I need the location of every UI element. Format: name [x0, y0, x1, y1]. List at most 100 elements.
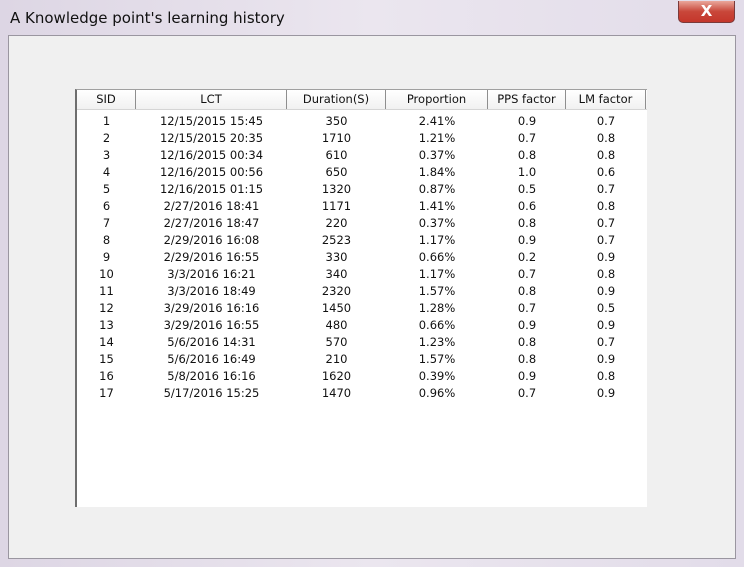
table-cell: 0.96%: [418, 386, 456, 400]
table-cell: 1.41%: [418, 199, 456, 213]
history-table[interactable]: SID LCT Duration(S) Proportion PPS factor LM …: [75, 89, 647, 507]
table-cell: 9: [102, 250, 111, 264]
table-row[interactable]: 8 2/29/2016 16:08 2523 1.17% 0.9 0.7: [77, 232, 647, 249]
table-cell: 5/6/2016 14:31: [167, 335, 256, 349]
table-cell: 1710: [321, 131, 352, 145]
table-cell: 0.9: [517, 233, 537, 247]
table-cell: 0.7: [596, 182, 616, 196]
table-cell: 1620: [321, 369, 352, 383]
table-row[interactable]: 12 3/29/2016 16:16 1450 1.28% 0.7 0.5: [77, 300, 647, 317]
table-cell: 1470: [321, 386, 352, 400]
table-cell: 0.2: [517, 250, 537, 264]
table-row[interactable]: 9 2/29/2016 16:55 330 0.66% 0.2 0.9: [77, 249, 647, 266]
table-cell: 330: [325, 250, 348, 264]
table-cell: 3/3/2016 18:49: [167, 284, 256, 298]
table-cell: 1.23%: [418, 335, 456, 349]
table-cell: 1.17%: [418, 267, 456, 281]
table-cell: 0.7: [596, 114, 616, 128]
table-cell: 1.21%: [418, 131, 456, 145]
table-cell: 12/16/2015 00:56: [159, 165, 264, 179]
table-cell: 0.5: [596, 301, 616, 315]
table-row[interactable]: 13 3/29/2016 16:55 480 0.66% 0.9 0.9: [77, 317, 647, 334]
table-row[interactable]: 4 12/16/2015 00:56 650 1.84% 1.0 0.6: [77, 164, 647, 181]
table-cell: 0.9: [596, 250, 616, 264]
table-cell: 15: [99, 352, 114, 366]
table-cell: 210: [325, 352, 348, 366]
table-cell: 0.9: [517, 114, 537, 128]
table-cell: 220: [325, 216, 348, 230]
column-header[interactable]: Proportion: [386, 90, 488, 109]
table-cell: 0.8: [596, 267, 616, 281]
table-cell: 2/27/2016 18:47: [163, 216, 260, 230]
table-cell: 2.41%: [418, 114, 456, 128]
table-cell: 0.7: [517, 267, 537, 281]
table-cell: 0.6: [596, 165, 616, 179]
table-cell: 0.7: [596, 335, 616, 349]
table-row[interactable]: 15 5/6/2016 16:49 210 1.57% 0.8 0.9: [77, 351, 647, 368]
table-cell: 2/29/2016 16:55: [163, 250, 260, 264]
table-cell: 0.8: [517, 216, 537, 230]
table-cell: 4: [102, 165, 111, 179]
table-cell: 10: [99, 267, 114, 281]
table-cell: 3: [102, 148, 111, 162]
table-row[interactable]: 2 12/15/2015 20:35 1710 1.21% 0.7 0.8: [77, 130, 647, 147]
table-row[interactable]: 10 3/3/2016 16:21 340 1.17% 0.7 0.8: [77, 266, 647, 283]
column-header[interactable]: Duration(S): [287, 90, 386, 109]
table-cell: 5/6/2016 16:49: [167, 352, 256, 366]
table-cell: 2/29/2016 16:08: [163, 233, 260, 247]
table-cell: 1.84%: [418, 165, 456, 179]
close-icon: X: [700, 2, 713, 20]
table-cell: 0.8: [517, 352, 537, 366]
column-header[interactable]: SID: [77, 90, 136, 109]
table-cell: 0.9: [517, 318, 537, 332]
table-row[interactable]: 16 5/8/2016 16:16 1620 0.39% 0.9 0.8: [77, 368, 647, 385]
table-cell: 1.57%: [418, 284, 456, 298]
table-cell: 1.28%: [418, 301, 456, 315]
table-cell: 2523: [321, 233, 352, 247]
table-cell: 0.66%: [418, 250, 456, 264]
table-cell: 0.7: [517, 386, 537, 400]
table-row[interactable]: 3 12/16/2015 00:34 610 0.37% 0.8 0.8: [77, 147, 647, 164]
table-cell: 0.9: [596, 318, 616, 332]
table-cell: 0.9: [596, 352, 616, 366]
table-cell: 0.8: [596, 369, 616, 383]
table-cell: 5/8/2016 16:16: [167, 369, 256, 383]
table-cell: 340: [325, 267, 348, 281]
table-cell: 1.57%: [418, 352, 456, 366]
table-cell: 0.87%: [418, 182, 456, 196]
table-cell: 350: [325, 114, 348, 128]
table-cell: 0.7: [517, 131, 537, 145]
column-header[interactable]: LM factor: [566, 90, 646, 109]
table-cell: 3/3/2016 16:21: [167, 267, 256, 281]
table-cell: 3/29/2016 16:55: [163, 318, 260, 332]
table-cell: 0.8: [517, 284, 537, 298]
table-row[interactable]: 6 2/27/2016 18:41 1171 1.41% 0.6 0.8: [77, 198, 647, 215]
table-row[interactable]: 11 3/3/2016 18:49 2320 1.57% 0.8 0.9: [77, 283, 647, 300]
table-cell: 0.37%: [418, 216, 456, 230]
table-cell: 570: [325, 335, 348, 349]
table-row[interactable]: 14 5/6/2016 14:31 570 1.23% 0.8 0.7: [77, 334, 647, 351]
table-cell: 0.39%: [418, 369, 456, 383]
table-row[interactable]: 1 12/15/2015 15:45 350 2.41% 0.9 0.7: [77, 113, 647, 130]
table-row[interactable]: 17 5/17/2016 15:25 1470 0.96% 0.7 0.9: [77, 385, 647, 402]
table-row[interactable]: 5 12/16/2015 01:15 1320 0.87% 0.5 0.7: [77, 181, 647, 198]
close-button[interactable]: X: [678, 1, 735, 23]
table-cell: 7: [102, 216, 111, 230]
table-cell: 1.17%: [418, 233, 456, 247]
table-cell: 2320: [321, 284, 352, 298]
table-cell: 0.9: [517, 369, 537, 383]
table-row[interactable]: 7 2/27/2016 18:47 220 0.37% 0.8 0.7: [77, 215, 647, 232]
table-cell: 0.7: [517, 301, 537, 315]
column-header[interactable]: PPS factor: [488, 90, 566, 109]
table-body: 1 12/15/2015 15:45 350 2.41% 0.9 0.7 2 12/15/20…: [77, 110, 647, 402]
table-header: SID LCT Duration(S) Proportion PPS factor LM …: [77, 90, 647, 110]
table-cell: 5: [102, 182, 111, 196]
table-cell: 0.9: [596, 386, 616, 400]
column-header[interactable]: LCT: [136, 90, 287, 109]
table-cell: 13: [99, 318, 114, 332]
table-cell: 2: [102, 131, 111, 145]
table-cell: 6: [102, 199, 111, 213]
table-cell: 1320: [321, 182, 352, 196]
table-cell: 0.8: [596, 131, 616, 145]
table-cell: 12: [99, 301, 114, 315]
